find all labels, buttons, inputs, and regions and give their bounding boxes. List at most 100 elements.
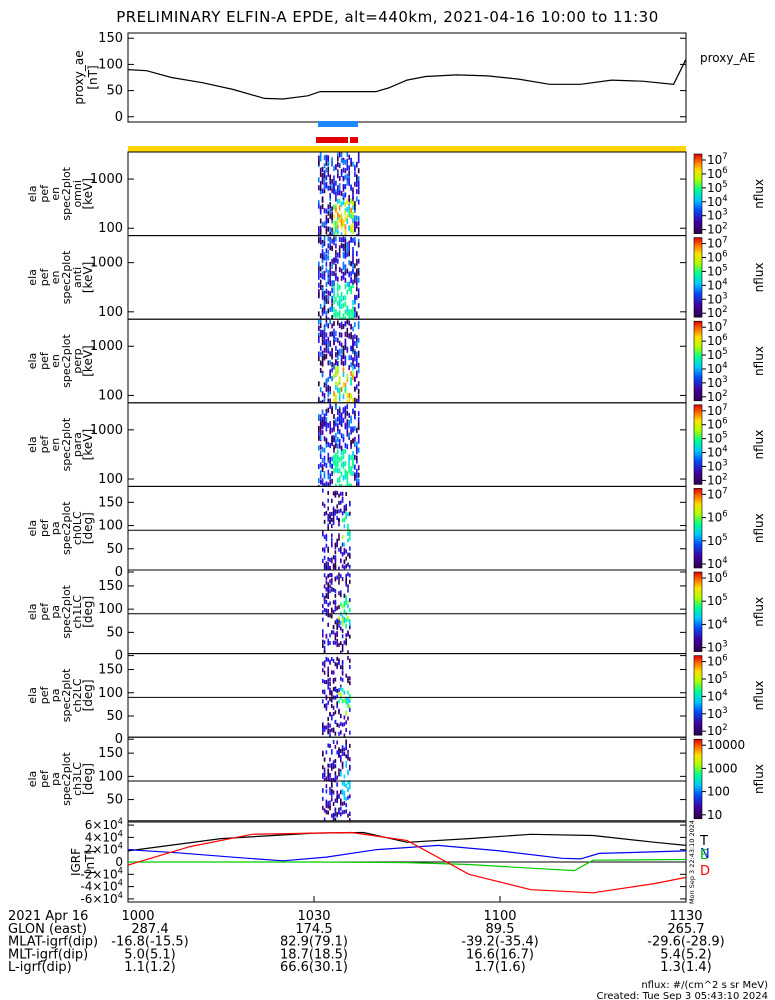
spectrogram-pixel bbox=[329, 231, 331, 236]
spectrogram-ylabel: spec2plot bbox=[60, 584, 73, 638]
spectrogram-pixel bbox=[319, 156, 322, 162]
spectrogram-data bbox=[322, 572, 351, 654]
spectrogram-pixel bbox=[337, 443, 339, 449]
footer-row-value: 18.7(18.5) bbox=[280, 947, 348, 962]
spectrogram-pixel bbox=[340, 216, 343, 222]
spectrogram-pixel bbox=[340, 471, 343, 477]
spectrogram-pixel bbox=[337, 320, 339, 326]
spectrogram-pixel bbox=[329, 179, 331, 185]
spectrogram-pixel bbox=[356, 294, 358, 300]
spectrogram-pixel bbox=[329, 213, 331, 219]
spectrogram-pixel bbox=[338, 303, 341, 309]
spectrogram-pixel bbox=[346, 158, 349, 164]
spectrogram-pixel bbox=[338, 439, 341, 445]
spectrogram-pixel bbox=[342, 372, 345, 378]
spectrogram-pixel bbox=[336, 782, 338, 787]
spectrogram-pixel bbox=[347, 532, 349, 537]
spectrogram-pixel bbox=[354, 221, 356, 227]
spectrogram-pixel bbox=[352, 335, 354, 341]
spectrogram-pixel bbox=[347, 756, 349, 761]
spectrogram-pixel bbox=[346, 173, 349, 179]
spectrogram-pixel bbox=[327, 565, 329, 570]
spectrogram-pixel bbox=[352, 337, 354, 343]
spectrogram-pixel bbox=[338, 619, 340, 624]
spectrogram-pixel bbox=[349, 664, 351, 669]
proxy-ae-ylabel: proxy_ae bbox=[72, 50, 86, 104]
spectrogram-pixel bbox=[349, 546, 351, 551]
spectrogram-pixel bbox=[323, 640, 326, 645]
spectrogram-pixel bbox=[345, 728, 347, 733]
spectrogram-pixel bbox=[332, 670, 335, 675]
spectrogram-pixel bbox=[340, 342, 343, 348]
spectrogram-pixel bbox=[338, 408, 341, 414]
spectrogram-pixel bbox=[340, 201, 343, 207]
spectrogram-pixel bbox=[325, 680, 328, 685]
spectrogram-pixel bbox=[344, 266, 347, 272]
spectrogram-pixel bbox=[321, 172, 324, 178]
spectrogram-pixel bbox=[329, 584, 331, 589]
colorbar-tick-label: 103 bbox=[707, 207, 728, 223]
spectrogram-pixel bbox=[322, 805, 324, 810]
spectrogram-pixel bbox=[327, 161, 330, 167]
spectrogram-pixel bbox=[354, 171, 356, 177]
spectrogram-pixel bbox=[323, 329, 326, 335]
spectrogram-pixel bbox=[340, 593, 342, 598]
spectrogram-pixel bbox=[356, 335, 358, 341]
colorbar-tick-label: 105 bbox=[707, 532, 728, 548]
spectrogram-pixel bbox=[323, 471, 326, 477]
spectrogram-pixel bbox=[349, 532, 351, 537]
spectrogram-pixel bbox=[334, 771, 337, 776]
spectrogram-pixel bbox=[329, 429, 331, 435]
colorbar-tick-label: 102 bbox=[707, 471, 728, 487]
spectrogram-pixel bbox=[331, 463, 333, 469]
spectrogram-pixel bbox=[347, 562, 349, 567]
spectrogram-pixel bbox=[335, 404, 337, 410]
spectrogram-pixel bbox=[343, 747, 346, 752]
spectrogram-pixel bbox=[331, 298, 333, 304]
spectrogram-pixel bbox=[337, 220, 339, 226]
spectrogram-pixel bbox=[350, 380, 352, 386]
spectrogram-pixel bbox=[349, 502, 351, 507]
spectrogram-pixel bbox=[335, 452, 337, 458]
spectrogram-pixel bbox=[345, 754, 347, 759]
spectrogram-pixel bbox=[325, 510, 328, 515]
spectrogram-pixel bbox=[354, 436, 356, 442]
spectrogram-pixel bbox=[345, 549, 347, 554]
spectrogram-pixel bbox=[331, 608, 333, 613]
spectrogram-pixel bbox=[347, 696, 349, 701]
spectrogram-pixel bbox=[327, 506, 329, 511]
spectrogram-pixel bbox=[335, 309, 337, 315]
spectrogram-pixel bbox=[347, 616, 349, 621]
footer-created: Created: Tue Sep 3 05:43:10 2024 bbox=[597, 991, 769, 1000]
spectrogram-pixel bbox=[352, 204, 354, 210]
spectrogram-pixel bbox=[325, 315, 328, 320]
spectrogram-pixel bbox=[331, 295, 333, 301]
spectrogram-pixel bbox=[327, 716, 329, 721]
spectrogram-ylabel: en bbox=[49, 354, 62, 368]
spectrogram-pixel bbox=[341, 745, 344, 750]
spectrogram-pixel bbox=[337, 173, 339, 179]
spectrogram-pixel bbox=[323, 393, 326, 399]
spectrogram-pixel bbox=[331, 227, 333, 233]
spectrogram-pixel bbox=[356, 277, 358, 283]
spectrogram-ylabel: spec2plot bbox=[60, 334, 73, 388]
spectrogram-pixel bbox=[329, 319, 331, 325]
spectrogram-pixel bbox=[322, 699, 324, 704]
spectrogram-pixel bbox=[340, 275, 343, 281]
colorbar-tick-label: 105 bbox=[707, 346, 728, 362]
spectrogram-pixel bbox=[352, 307, 354, 313]
spectrogram-pixel bbox=[331, 211, 333, 217]
spectrogram-pixel bbox=[338, 443, 341, 449]
spectrogram-pixel bbox=[336, 631, 338, 636]
colorbar-tick-label: 102 bbox=[707, 304, 728, 320]
spectrogram-pixel bbox=[347, 754, 349, 759]
spectrogram-pixel bbox=[318, 293, 320, 299]
spectrogram-pixel bbox=[340, 801, 342, 806]
spectrogram-pixel bbox=[318, 233, 320, 236]
spectrogram-pixel bbox=[346, 474, 349, 480]
spectrogram-pixel bbox=[340, 462, 343, 468]
spectrogram-pixel bbox=[338, 731, 340, 736]
spectrogram-ylabel: pef bbox=[38, 769, 51, 788]
spectrogram-pixel bbox=[325, 599, 328, 604]
